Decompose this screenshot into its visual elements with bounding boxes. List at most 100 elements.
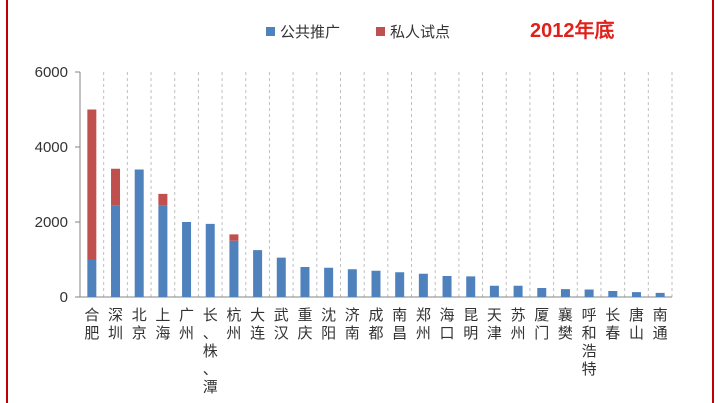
legend-label: 私人试点 [390, 23, 450, 41]
category-label-glyph: 济 [345, 306, 360, 324]
bar-private [87, 109, 97, 260]
category-label-glyph: 郑 [416, 306, 431, 324]
label-layer: 合肥深圳北京上海广州长、株、潭杭州大连武汉重庆沈阳济南成都南昌郑州海口昆明天津苏… [84, 306, 667, 396]
category-label-glyph: 州 [179, 324, 194, 342]
bar-public [584, 289, 594, 297]
category-label: 南昌 [392, 306, 407, 342]
category-label-glyph: 呼 [582, 306, 597, 324]
category-label: 厦门 [534, 306, 549, 342]
category-label-glyph: 昌 [392, 324, 407, 342]
category-label-glyph: 山 [629, 324, 644, 342]
bar-public [253, 250, 263, 297]
category-label-glyph: 南 [653, 306, 668, 324]
category-label-glyph: 特 [582, 360, 597, 378]
category-label-glyph: 合 [84, 306, 99, 324]
category-label-glyph: 沈 [321, 306, 336, 324]
category-label-glyph: 明 [463, 324, 478, 342]
category-label-glyph: 州 [416, 324, 431, 342]
bar-public [537, 288, 547, 297]
bar-public [324, 267, 334, 297]
category-label: 郑州 [416, 306, 431, 342]
legend: 公共推广 私人试点 [266, 23, 450, 41]
category-label-glyph: 苏 [511, 306, 526, 324]
category-label: 南通 [653, 306, 668, 342]
category-label-glyph: 州 [511, 324, 526, 342]
bar-public [111, 205, 121, 297]
category-label-glyph: 州 [226, 324, 241, 342]
category-label-glyph: 汉 [274, 324, 289, 342]
category-label: 成都 [368, 306, 383, 342]
category-label: 大连 [250, 306, 265, 342]
bar-private [111, 168, 121, 206]
category-label-glyph: 圳 [108, 324, 123, 342]
category-label-glyph: 阳 [321, 324, 336, 342]
category-label: 重庆 [297, 306, 312, 342]
legend-swatch [376, 27, 385, 36]
category-label-glyph: 浩 [582, 342, 597, 360]
category-label: 海口 [440, 306, 455, 342]
category-label: 长春 [605, 306, 620, 342]
bar-public [158, 205, 168, 297]
bar-public [229, 240, 239, 297]
category-label: 广州 [179, 306, 194, 342]
bar-public [418, 273, 428, 297]
category-label-glyph: 长 [605, 306, 620, 324]
category-label-glyph: 重 [297, 306, 312, 324]
bar-private [158, 193, 168, 206]
category-label-glyph: 厦 [534, 306, 549, 324]
category-label: 济南 [345, 306, 360, 342]
y-tick-label: 6000 [35, 64, 68, 81]
category-label-glyph: 肥 [84, 324, 99, 342]
bar-public [395, 272, 405, 297]
category-label-glyph: 昆 [463, 306, 478, 324]
bar-public [347, 269, 357, 297]
category-label-glyph: 连 [250, 324, 265, 342]
category-label-glyph: 、 [203, 360, 218, 378]
bar-public [276, 257, 286, 297]
bar-public [87, 259, 97, 297]
category-label-glyph: 樊 [558, 324, 573, 342]
y-tick-label: 2000 [35, 214, 68, 231]
bar-public [560, 289, 570, 297]
category-label-glyph: 海 [155, 324, 170, 342]
bar-public [608, 291, 618, 297]
grid-layer [79, 72, 673, 297]
category-label-glyph: 春 [605, 324, 620, 342]
bar-public [513, 285, 523, 297]
category-label-glyph: 门 [534, 324, 549, 342]
category-label-glyph: 北 [132, 306, 147, 324]
category-label-glyph: 杭 [226, 306, 241, 324]
bar-public [134, 169, 144, 297]
category-label: 合肥 [84, 306, 99, 342]
category-label: 天津 [487, 306, 502, 342]
category-label-glyph: 株 [203, 342, 218, 360]
bar-public [205, 223, 215, 297]
category-label-glyph: 深 [108, 306, 123, 324]
category-label: 襄樊 [558, 306, 573, 342]
category-label: 杭州 [226, 306, 241, 342]
category-label-glyph: 南 [345, 324, 360, 342]
bar-public [182, 222, 192, 297]
category-label-glyph: 上 [155, 306, 170, 324]
category-label: 昆明 [463, 306, 478, 342]
category-label-glyph: 长 [203, 306, 218, 324]
category-label-glyph: 天 [487, 306, 502, 324]
category-label-glyph: 口 [440, 324, 455, 342]
category-label-glyph: 武 [274, 306, 289, 324]
bar-public [466, 276, 476, 297]
category-label-glyph: 、 [203, 324, 218, 342]
category-label: 唐山 [629, 306, 644, 342]
category-label-glyph: 津 [487, 324, 502, 342]
category-label-glyph: 大 [250, 306, 265, 324]
category-label-glyph: 南 [392, 306, 407, 324]
category-label: 沈阳 [321, 306, 336, 342]
right-frame-border [712, 0, 714, 403]
category-label-glyph: 广 [179, 306, 194, 324]
category-label-glyph: 海 [440, 306, 455, 324]
legend-label: 公共推广 [280, 23, 340, 41]
category-label-glyph: 襄 [558, 306, 573, 324]
bar-public [442, 276, 452, 297]
category-label: 深圳 [108, 306, 123, 342]
category-label-glyph: 和 [582, 324, 597, 342]
